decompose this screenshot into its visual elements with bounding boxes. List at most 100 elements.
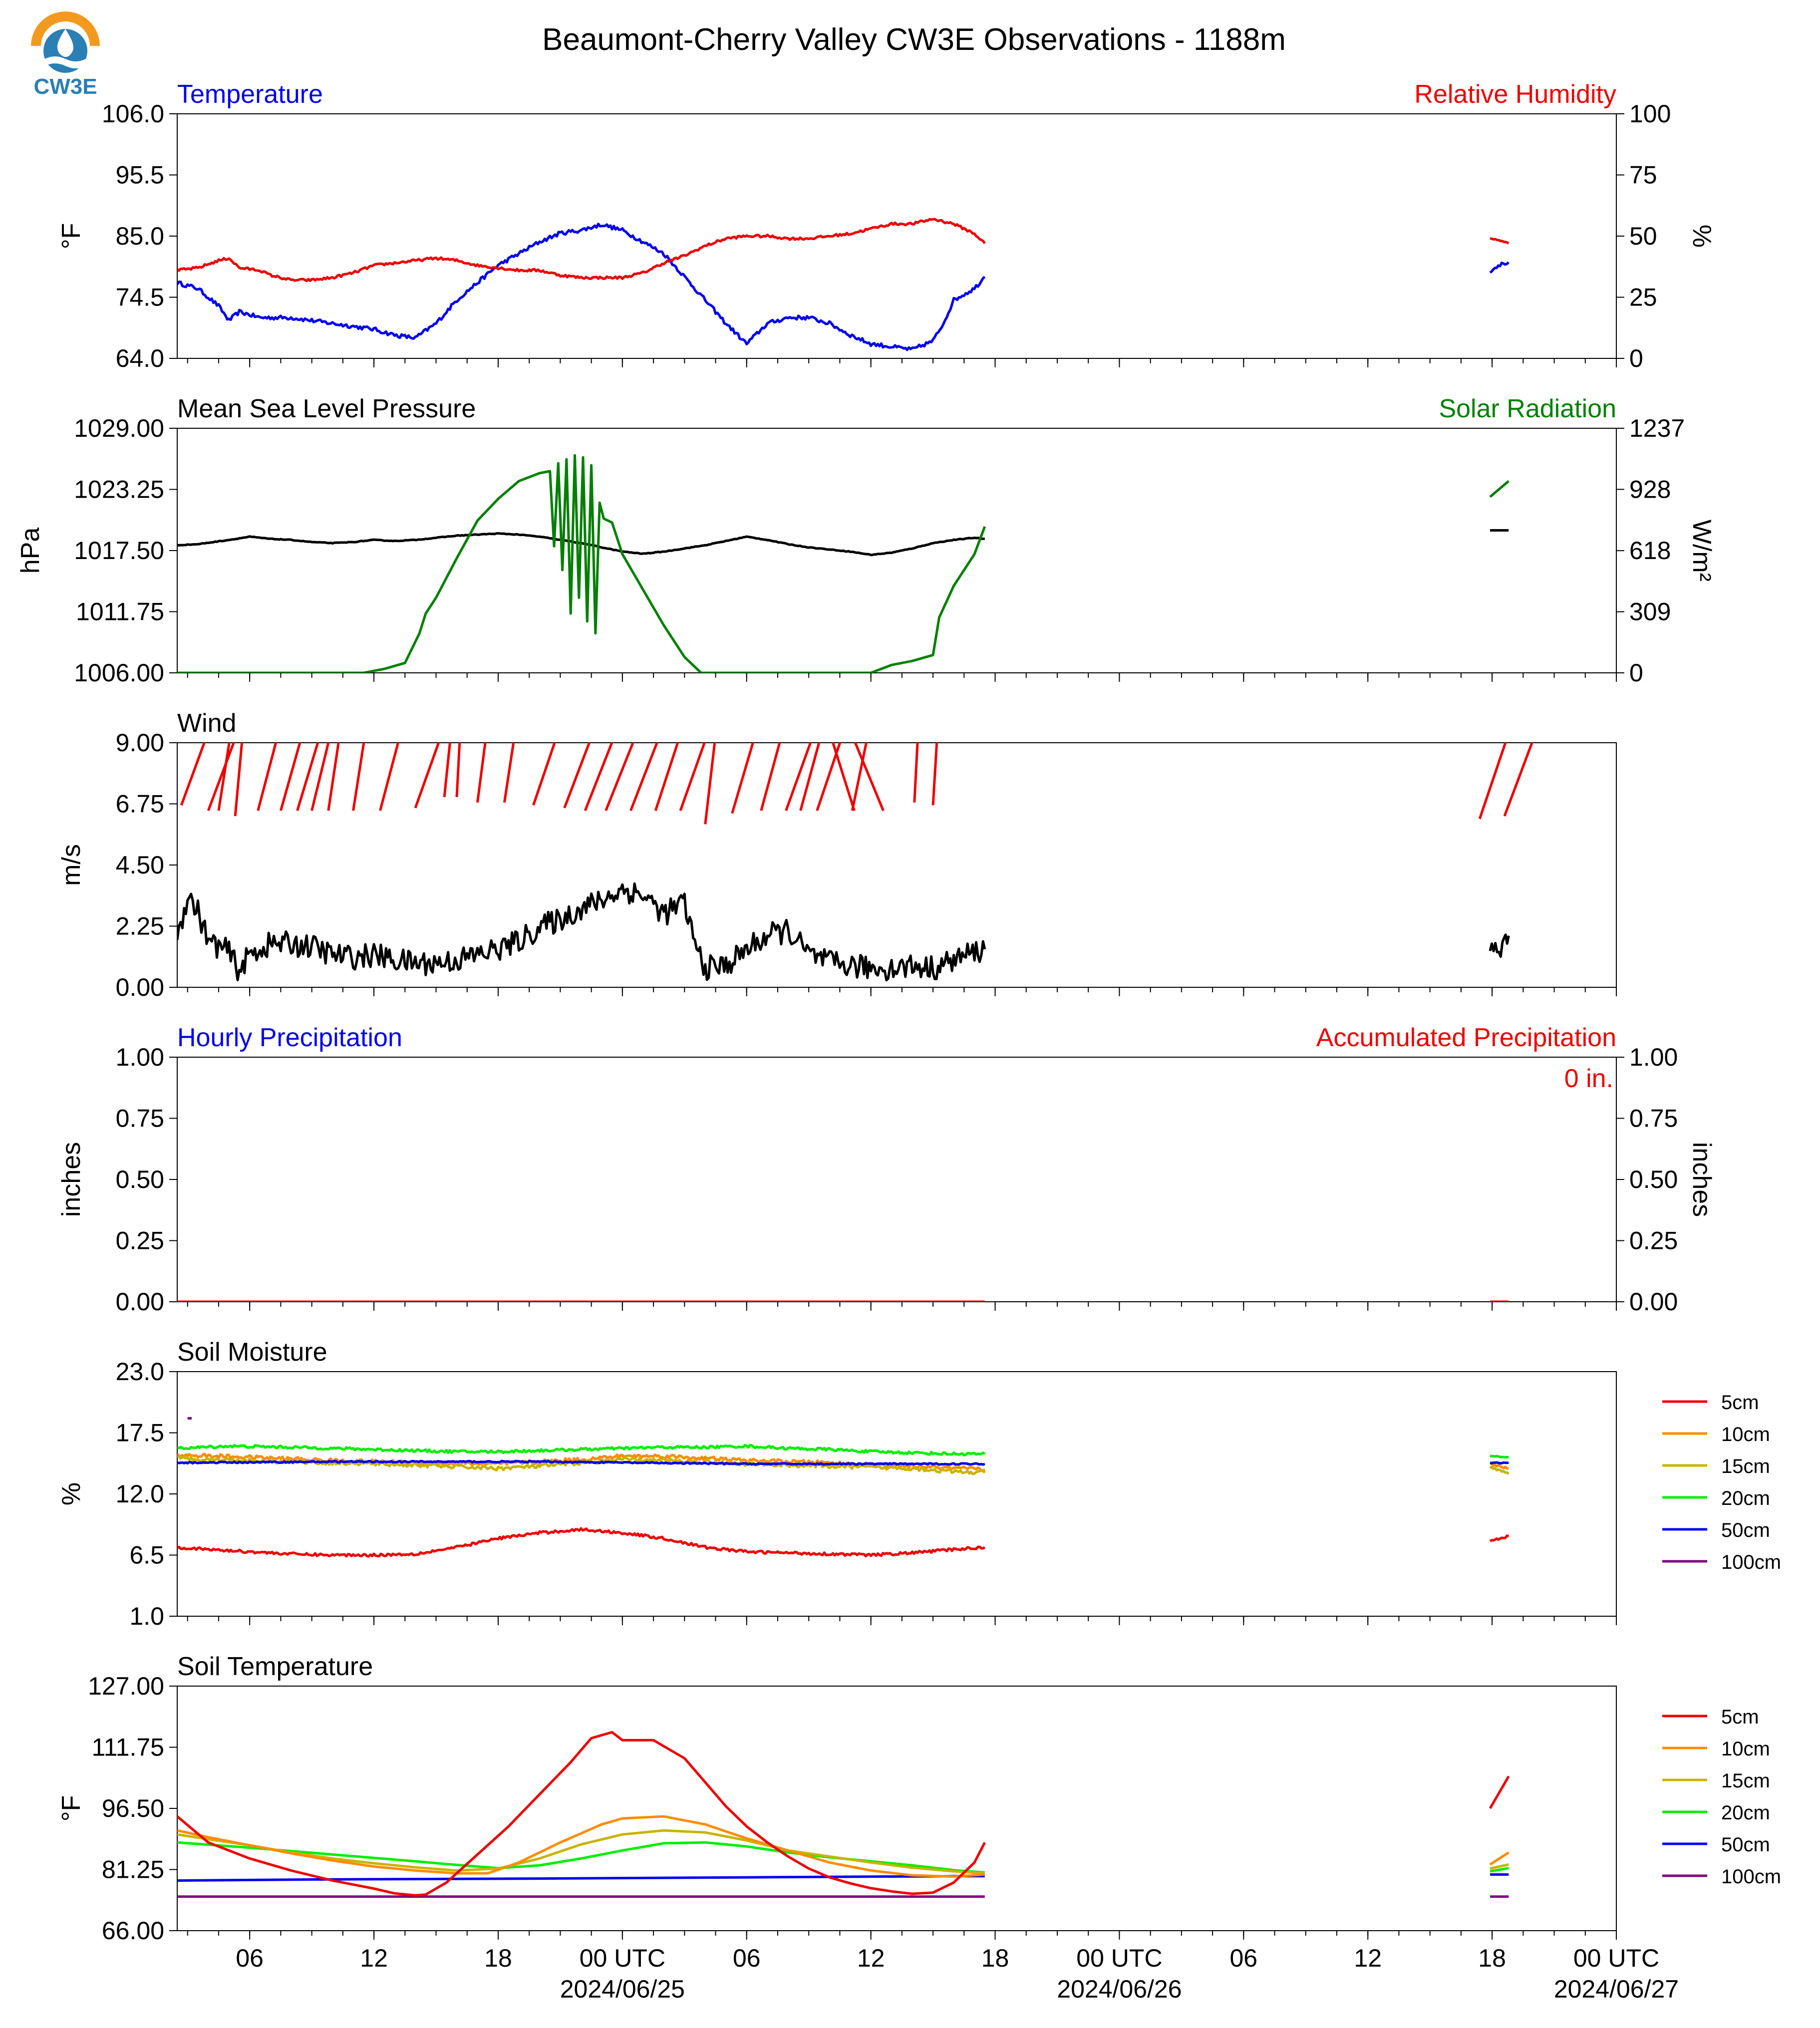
x-date-label: 2024/06/27: [1554, 1975, 1679, 2003]
y-tick-label: 1.00: [116, 1043, 164, 1071]
wind-arrow-shaft: [476, 743, 487, 803]
wind-arrow-shaft: [503, 743, 515, 803]
y-tick-label: 0.75: [116, 1105, 164, 1133]
y-tick-label: 2.25: [116, 912, 164, 940]
wind-arrow-shaft: [704, 743, 716, 825]
y-tick-label: 23.0: [116, 1358, 164, 1386]
y2-tick-label: 0.75: [1629, 1105, 1678, 1133]
series-line-10: [177, 1731, 986, 1897]
legend-label: 20cm: [1721, 1487, 1770, 1509]
x-tick-label: 12: [360, 1944, 388, 1972]
y-tick-label: 6.5: [129, 1541, 164, 1569]
wind-arrow: [379, 743, 400, 811]
precip-total-annotation: 0 in.: [1564, 1064, 1613, 1093]
series-line-3: [1490, 1462, 1509, 1470]
series-line-1: [1489, 261, 1510, 274]
logo-sun-ring: [31, 11, 100, 46]
right-title: Accumulated Precipitation: [1316, 1023, 1616, 1052]
wind-arrow-shaft: [455, 743, 461, 798]
wind-arrow-shaft: [816, 743, 842, 811]
wind-arrow: [584, 743, 613, 812]
y-axis-label: %: [57, 1482, 86, 1505]
wind-arrow-shaft: [931, 743, 938, 806]
left-title: Soil Moisture: [177, 1338, 327, 1367]
series-line-0: [177, 1444, 986, 1456]
series-line-1: [1489, 1454, 1509, 1459]
right-title: Solar Radiation: [1439, 394, 1616, 423]
panel-soil_moisture: Soil Moisture 1.0 6.5 12.0 17.5 23.0% 5cm 10cm 1…: [57, 1338, 1781, 1630]
wind-arrow: [207, 743, 235, 811]
wind-arrow-shaft: [584, 743, 613, 812]
series-line-7: [1490, 1863, 1509, 1870]
wind-arrow: [503, 743, 515, 803]
legend-label: 15cm: [1721, 1455, 1770, 1477]
x-tick-label: 06: [733, 1944, 761, 1972]
y2-tick-label: 0: [1629, 659, 1643, 687]
wind-arrow-shaft: [296, 743, 319, 811]
wind-arrow-shaft: [352, 743, 365, 811]
y-tick-label: 17.5: [116, 1419, 164, 1447]
wind-arrow-shaft: [785, 743, 812, 811]
wind-arrow: [605, 743, 634, 812]
legend-label: 10cm: [1721, 1738, 1770, 1760]
series-line-1: [1489, 933, 1510, 958]
y-tick-label: 0.50: [116, 1165, 164, 1193]
panel-temp_rh: Temperature Relative Humidity 64.0 74.5 85.0…: [57, 80, 1716, 372]
y-tick-label: 111.75: [91, 1734, 164, 1761]
legend-label: 20cm: [1721, 1802, 1770, 1824]
cw3e-logo: CW3E: [31, 11, 100, 99]
wind-arrow-shaft: [1478, 743, 1507, 820]
y-tick-label: 95.5: [116, 161, 164, 189]
wind-arrow-shaft: [760, 743, 781, 811]
wind-arrow-shaft: [832, 743, 856, 811]
x-tick-label: 06: [1230, 1944, 1258, 1972]
y-tick-label: 1006.00: [74, 659, 164, 687]
series-line-0: [177, 882, 986, 982]
y-tick-label: 0.25: [116, 1227, 164, 1255]
x-tick-label: 12: [857, 1944, 885, 1972]
x-tick-label: 18: [1478, 1944, 1506, 1972]
y-tick-label: 6.75: [116, 790, 164, 818]
left-title: Hourly Precipitation: [177, 1023, 402, 1052]
panel-soil_temperature: Soil Temperature 66.00 81.25 96.50 111.75 127…: [57, 1652, 1781, 2003]
wind-arrow: [816, 743, 842, 811]
logo-text: CW3E: [33, 74, 97, 99]
wind-arrow-shaft: [1503, 743, 1533, 817]
wind-arrow-shaft: [443, 743, 451, 798]
wind-arrow-shaft: [913, 743, 919, 803]
wind-arrow-shaft: [310, 743, 330, 811]
wind-arrow: [443, 743, 451, 798]
panel-pressure_solar: Mean Sea Level Pressure Solar Radiation 10…: [16, 394, 1716, 687]
left-title: Soil Temperature: [177, 1652, 373, 1681]
y-tick-label: 96.50: [102, 1794, 164, 1822]
wind-arrow: [532, 743, 556, 806]
series-layer: [177, 454, 1510, 673]
panels-layer: Temperature Relative Humidity 64.0 74.5 85.0…: [16, 80, 1781, 2003]
wind-arrow: [785, 743, 812, 811]
y-tick-label: 1023.25: [74, 476, 164, 504]
series-line-5: [1489, 1465, 1510, 1475]
legend-label: 50cm: [1721, 1834, 1770, 1856]
wind-arrow-shaft: [731, 743, 754, 814]
wind-arrow: [414, 743, 440, 809]
x-tick-label: 00 UTC: [1076, 1944, 1162, 1972]
x-tick-label: 06: [236, 1944, 264, 1972]
left-title: Temperature: [177, 80, 323, 109]
wind-arrow: [731, 743, 754, 814]
y2-tick-label: 618: [1629, 537, 1671, 565]
x-tick-label: 12: [1354, 1944, 1382, 1972]
logo-wave-icon: [45, 56, 86, 68]
x-date-label: 2024/06/26: [1057, 1975, 1182, 2003]
x-tick-label: 00 UTC: [580, 1944, 665, 1972]
y2-tick-label: 0.00: [1629, 1288, 1678, 1316]
wind-arrow: [310, 743, 330, 811]
wind-arrow: [854, 743, 885, 812]
legend-label: 100cm: [1721, 1866, 1781, 1888]
y2-axis-label: inches: [1687, 1142, 1716, 1217]
series-line-5: [1490, 1867, 1509, 1873]
series-line-3: [1489, 480, 1510, 498]
wind-arrow-shaft: [605, 743, 634, 812]
figure-title: Beaumont-Cherry Valley CW3E Observations…: [542, 22, 1286, 57]
y-tick-label: 1017.50: [74, 537, 164, 565]
